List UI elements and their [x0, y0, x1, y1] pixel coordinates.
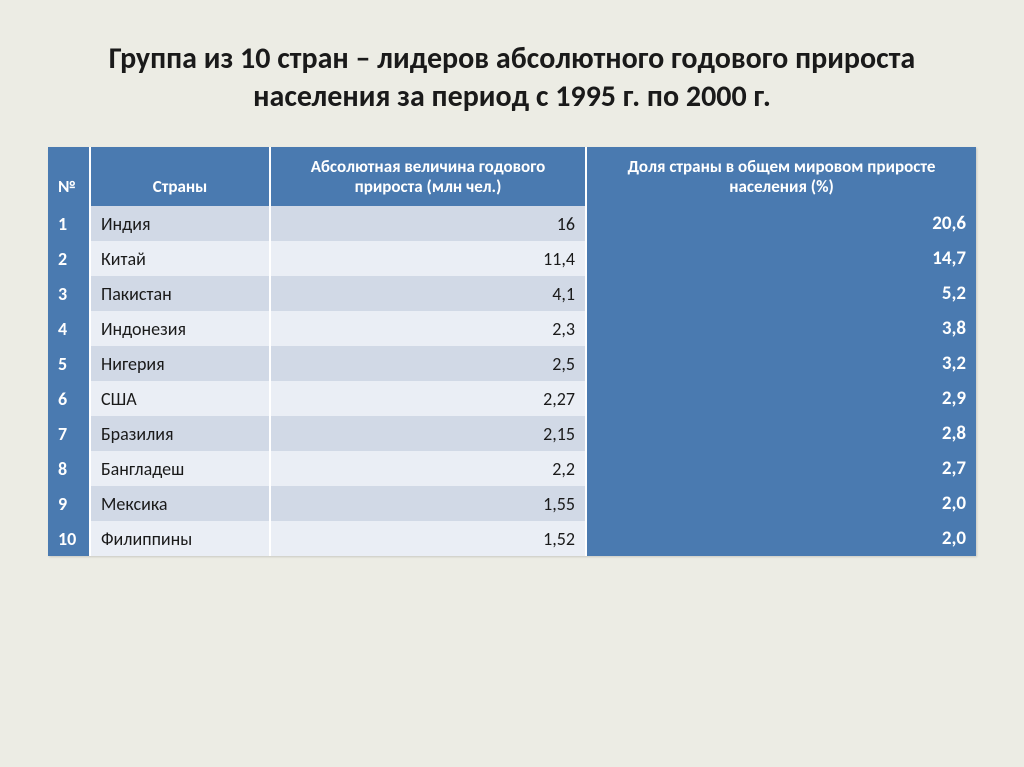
cell-num: 10 — [48, 521, 90, 556]
cell-name: Бангладеш — [90, 451, 270, 486]
cell-share: 20,6 — [586, 206, 976, 241]
cell-share: 5,2 — [586, 276, 976, 311]
table-header-row: № Страны Абсолютная величина годового пр… — [48, 147, 976, 206]
cell-abs: 2,27 — [270, 381, 586, 416]
cell-name: Бразилия — [90, 416, 270, 451]
cell-num: 5 — [48, 346, 90, 381]
cell-abs: 1,55 — [270, 486, 586, 521]
table-row: 2Китай11,414,7 — [48, 241, 976, 276]
cell-abs: 4,1 — [270, 276, 586, 311]
cell-name: Индия — [90, 206, 270, 241]
table-row: 3Пакистан4,15,2 — [48, 276, 976, 311]
table-row: 8Бангладеш2,22,7 — [48, 451, 976, 486]
cell-share: 2,9 — [586, 381, 976, 416]
page-title: Группа из 10 стран – лидеров абсолютного… — [48, 40, 976, 115]
cell-share: 3,8 — [586, 311, 976, 346]
table-row: 9Мексика1,552,0 — [48, 486, 976, 521]
cell-abs: 2,5 — [270, 346, 586, 381]
cell-name: Нигерия — [90, 346, 270, 381]
cell-name: Индонезия — [90, 311, 270, 346]
table-row: 7Бразилия2,152,8 — [48, 416, 976, 451]
cell-abs: 1,52 — [270, 521, 586, 556]
cell-name: США — [90, 381, 270, 416]
cell-num: 8 — [48, 451, 90, 486]
cell-abs: 16 — [270, 206, 586, 241]
cell-num: 3 — [48, 276, 90, 311]
cell-share: 2,7 — [586, 451, 976, 486]
col-header-share: Доля страны в общем мировом приросте нас… — [586, 147, 976, 206]
cell-name: Мексика — [90, 486, 270, 521]
cell-abs: 2,2 — [270, 451, 586, 486]
cell-num: 4 — [48, 311, 90, 346]
cell-name: Китай — [90, 241, 270, 276]
cell-share: 3,2 — [586, 346, 976, 381]
cell-share: 2,0 — [586, 486, 976, 521]
table-row: 4Индонезия2,33,8 — [48, 311, 976, 346]
cell-num: 7 — [48, 416, 90, 451]
table-row: 10Филиппины1,522,0 — [48, 521, 976, 556]
cell-name: Пакистан — [90, 276, 270, 311]
cell-num: 2 — [48, 241, 90, 276]
cell-share: 2,0 — [586, 521, 976, 556]
cell-share: 14,7 — [586, 241, 976, 276]
cell-share: 2,8 — [586, 416, 976, 451]
table-row: 1Индия1620,6 — [48, 206, 976, 241]
cell-abs: 2,15 — [270, 416, 586, 451]
cell-abs: 11,4 — [270, 241, 586, 276]
cell-name: Филиппины — [90, 521, 270, 556]
cell-num: 1 — [48, 206, 90, 241]
table-row: 5Нигерия2,53,2 — [48, 346, 976, 381]
col-header-abs: Абсолютная величина годового прироста (м… — [270, 147, 586, 206]
cell-num: 9 — [48, 486, 90, 521]
table-row: 6США2,272,9 — [48, 381, 976, 416]
cell-abs: 2,3 — [270, 311, 586, 346]
col-header-num: № — [48, 147, 90, 206]
cell-num: 6 — [48, 381, 90, 416]
col-header-name: Страны — [90, 147, 270, 206]
countries-table: № Страны Абсолютная величина годового пр… — [48, 147, 976, 556]
